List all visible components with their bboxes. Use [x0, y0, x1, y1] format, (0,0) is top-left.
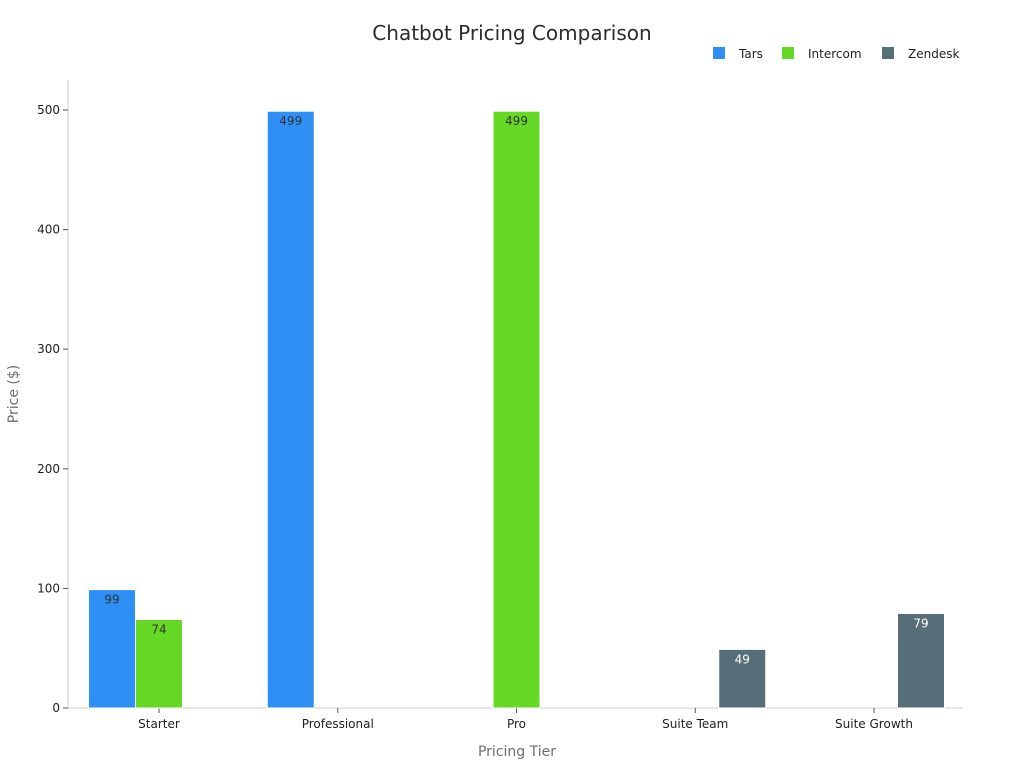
- bars: [88, 110, 945, 709]
- chart-title: Chatbot Pricing Comparison: [372, 21, 651, 45]
- bar-intercom-starter: [135, 618, 183, 709]
- x-tick-label: Suite Team: [662, 717, 728, 731]
- y-tick-label: 500: [37, 103, 60, 117]
- x-tick-label: Professional: [302, 717, 374, 731]
- data-label: 499: [505, 114, 528, 128]
- bar-zendesk-suite-team: [718, 648, 767, 709]
- y-tick-label: 200: [37, 462, 60, 476]
- y-tick-label: 400: [37, 223, 60, 237]
- legend-swatch: [713, 47, 725, 59]
- bar-zendesk-suite-growth: [897, 613, 945, 709]
- data-label: 74: [151, 622, 166, 636]
- data-label: 99: [104, 593, 119, 607]
- y-tick-label: 300: [37, 342, 60, 356]
- y-tick-label: 100: [37, 581, 60, 595]
- y-axis-title: Price ($): [6, 365, 22, 423]
- legend-swatch: [882, 47, 894, 59]
- bar-intercom-pro: [492, 110, 541, 709]
- legend-label: Zendesk: [908, 47, 959, 61]
- legend-swatch: [782, 47, 794, 59]
- x-tick-label: Pro: [507, 717, 526, 731]
- y-axis: 0 100 200 300 400 500: [37, 80, 69, 715]
- legend: Tars Intercom Zendesk: [713, 47, 959, 61]
- x-axis: Starter Professional Pro Suite Team Suite Gr…: [68, 707, 963, 731]
- legend-label: Intercom: [808, 47, 862, 61]
- bar-tars-starter: [88, 589, 136, 709]
- data-label: 79: [913, 617, 928, 631]
- data-label: 499: [279, 114, 302, 128]
- x-axis-title: Pricing Tier: [478, 744, 556, 760]
- x-tick-label: Starter: [138, 717, 180, 731]
- bar-tars-professional: [266, 110, 315, 709]
- bar-labels: 99 74 499 499 49 79: [104, 114, 928, 666]
- y-tick-label: 0: [52, 701, 60, 715]
- legend-label: Tars: [738, 47, 763, 61]
- data-label: 49: [735, 652, 750, 666]
- x-tick-label: Suite Growth: [835, 717, 913, 731]
